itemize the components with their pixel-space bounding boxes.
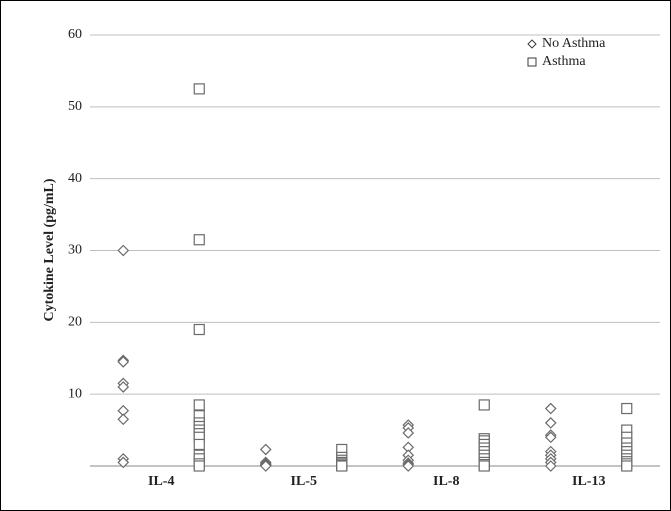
data-point <box>336 460 348 472</box>
x-tick-label: IL-13 <box>572 474 605 489</box>
data-point <box>478 460 490 472</box>
data-point <box>621 460 633 472</box>
legend-label: Asthma <box>542 54 586 69</box>
data-point <box>117 413 130 426</box>
data-point <box>117 244 130 257</box>
data-point <box>259 443 272 456</box>
data-point <box>193 438 205 451</box>
y-axis-label: Cytokine Level (pg/mL) <box>42 178 57 321</box>
data-point <box>193 323 205 336</box>
data-point <box>117 381 130 393</box>
data-point <box>193 83 205 95</box>
legend-marker <box>527 39 537 49</box>
data-point <box>544 417 557 429</box>
data-point <box>402 460 415 472</box>
data-point <box>193 460 205 472</box>
x-tick-label: IL-8 <box>433 474 459 489</box>
data-point <box>117 456 130 469</box>
x-tick-label: IL-5 <box>291 474 317 489</box>
legend-marker <box>527 57 537 67</box>
data-point <box>402 427 415 439</box>
data-point <box>478 399 490 411</box>
y-tick-label: 10 <box>68 386 82 401</box>
y-tick-label: 30 <box>68 243 82 258</box>
data-point <box>544 460 557 472</box>
y-tick-label: 50 <box>68 99 82 114</box>
data-point <box>193 399 205 411</box>
data-point <box>193 234 205 246</box>
data-point <box>259 460 272 472</box>
y-tick-label: 60 <box>68 27 82 42</box>
legend-label: No Asthma <box>542 36 606 51</box>
data-point <box>544 402 557 415</box>
y-tick-label: 20 <box>68 315 82 330</box>
data-point <box>544 431 557 444</box>
data-point <box>621 402 633 415</box>
y-tick-label: 40 <box>68 171 82 186</box>
data-point <box>117 355 130 368</box>
x-tick-label: IL-4 <box>148 474 174 489</box>
